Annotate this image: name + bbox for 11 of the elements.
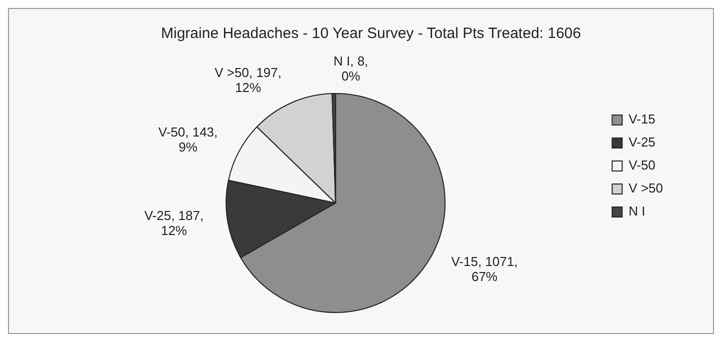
legend-label: N I [628, 204, 646, 219]
legend-label: V-15 [628, 112, 656, 127]
data-label: V-50, 143, 9% [158, 124, 218, 154]
legend-label: V-25 [628, 134, 656, 150]
legend-label: V >50 [628, 180, 664, 196]
data-label: V-25, 187, 12% [144, 208, 204, 238]
data-label: V >50, 197, 12% [214, 64, 282, 95]
chart-title: Migraine Headaches - 10 Year Survey - Total Pts Treated: 1606 [161, 25, 581, 42]
data-label: N I, 8, 0% [333, 54, 368, 84]
legend-label: V-50 [628, 158, 656, 173]
data-label: V-15, 1071, 67% [451, 254, 518, 284]
